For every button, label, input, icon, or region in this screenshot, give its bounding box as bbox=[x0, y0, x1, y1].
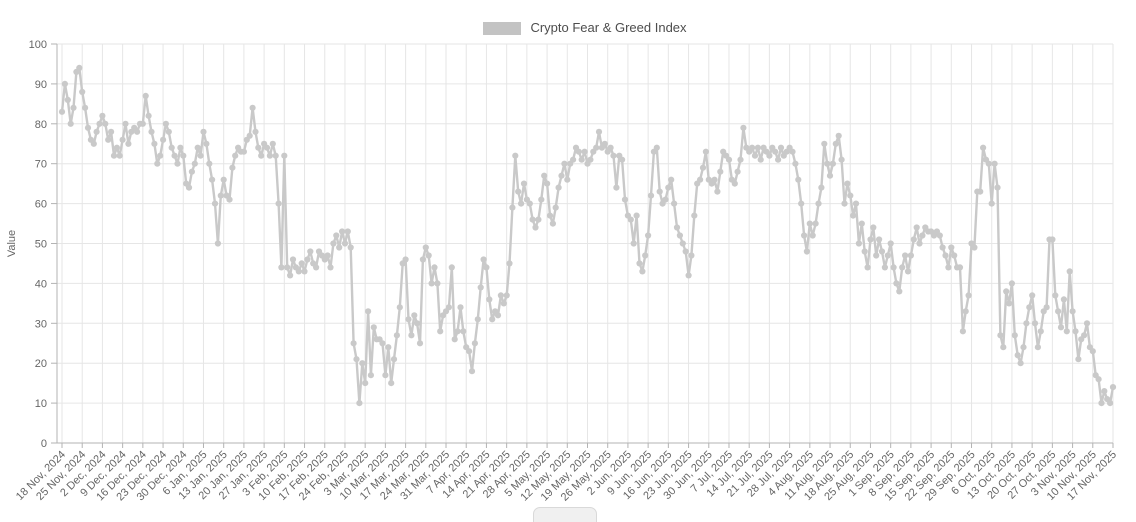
svg-text:0: 0 bbox=[41, 438, 47, 450]
svg-text:30: 30 bbox=[35, 318, 47, 330]
legend-swatch bbox=[483, 21, 522, 35]
svg-text:100: 100 bbox=[29, 39, 47, 51]
svg-text:20: 20 bbox=[35, 358, 47, 370]
svg-text:50: 50 bbox=[35, 239, 47, 251]
svg-text:60: 60 bbox=[35, 199, 47, 211]
legend-label: Crypto Fear & Greed Index bbox=[530, 20, 687, 35]
svg-text:Value: Value bbox=[6, 230, 18, 257]
svg-text:90: 90 bbox=[35, 79, 47, 91]
chart-legend[interactable]: Crypto Fear & Greed Index bbox=[57, 20, 1113, 36]
svg-text:70: 70 bbox=[35, 159, 47, 171]
svg-text:10: 10 bbox=[35, 398, 47, 410]
svg-text:40: 40 bbox=[35, 278, 47, 290]
svg-text:80: 80 bbox=[35, 119, 47, 131]
